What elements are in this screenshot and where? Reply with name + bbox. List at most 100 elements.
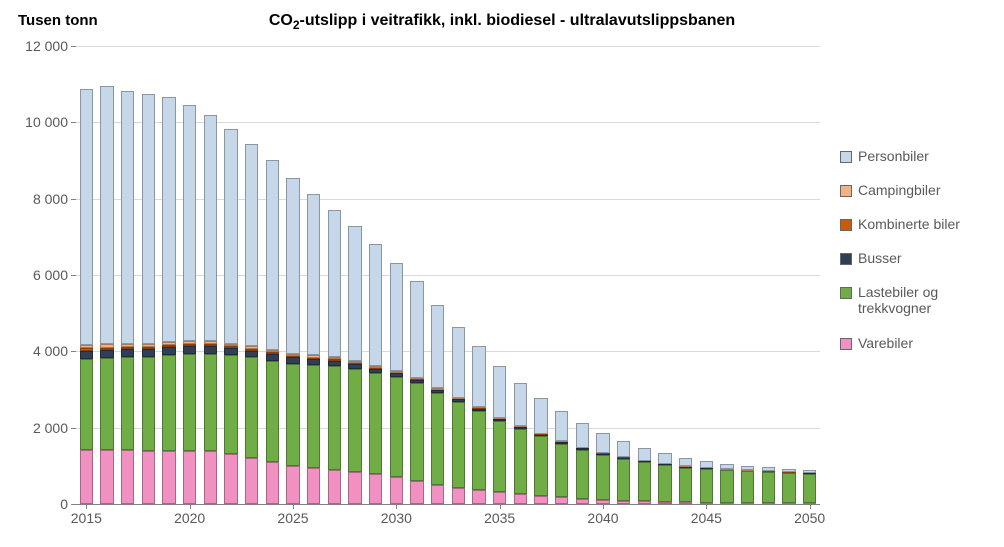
segment-varebiler (596, 500, 610, 504)
ytick-label: 8 000 (33, 191, 76, 207)
segment-busser (121, 349, 135, 357)
legend-item-kombinerte: Kombinerte biler (840, 216, 988, 232)
segment-lastebiler (534, 436, 548, 495)
bar-2041 (617, 441, 631, 504)
segment-personbiler (80, 89, 94, 345)
segment-personbiler (204, 115, 218, 341)
segment-lastebiler (472, 411, 486, 489)
segment-lastebiler (410, 383, 424, 481)
xtick-label: 2020 (174, 504, 205, 526)
segment-lastebiler (369, 373, 383, 474)
segment-lastebiler (121, 357, 135, 450)
segment-lastebiler (100, 358, 114, 450)
bar-2020 (183, 105, 197, 504)
segment-kombinerte (80, 348, 94, 350)
segment-lastebiler (514, 429, 528, 494)
legend-item-personbiler: Personbiler (840, 148, 988, 164)
bar-2040 (596, 433, 610, 504)
segment-varebiler (245, 458, 259, 504)
bar-2025 (286, 178, 300, 504)
segment-lastebiler (245, 357, 259, 458)
segment-varebiler (80, 450, 94, 504)
bar-2045 (700, 461, 714, 504)
legend-swatch (840, 151, 852, 163)
segment-personbiler (514, 383, 528, 426)
segment-busser (348, 364, 362, 369)
legend-label: Kombinerte biler (858, 216, 960, 232)
segment-campingbiler (328, 357, 342, 359)
segment-campingbiler (162, 342, 176, 345)
segment-busser (204, 346, 218, 354)
segment-lastebiler (596, 455, 610, 500)
segment-varebiler (142, 451, 156, 504)
segment-personbiler (369, 244, 383, 366)
segment-personbiler (700, 461, 714, 468)
segment-personbiler (493, 366, 507, 418)
segment-lastebiler (679, 468, 693, 503)
segment-campingbiler (266, 350, 280, 352)
segment-personbiler (555, 411, 569, 441)
segment-personbiler (142, 94, 156, 344)
bar-2019 (162, 97, 176, 504)
bar-2042 (638, 448, 652, 504)
xtick-label: 2035 (484, 504, 515, 526)
bar-2029 (369, 244, 383, 504)
segment-kombinerte (224, 346, 238, 348)
segment-lastebiler (741, 471, 755, 503)
bar-2036 (514, 383, 528, 504)
bar-2024 (266, 160, 280, 504)
legend-item-lastebiler: Lastebiler og trekkvogner (840, 284, 988, 316)
segment-kombinerte (100, 348, 114, 350)
segment-busser (534, 434, 548, 436)
segment-personbiler (307, 194, 321, 356)
ytick-label: 4 000 (33, 343, 76, 359)
ytick-label: 12 000 (25, 38, 76, 54)
legend-swatch (840, 219, 852, 231)
bar-2039 (576, 423, 590, 504)
bar-2028 (348, 226, 362, 504)
segment-kombinerte (142, 347, 156, 349)
segment-personbiler (472, 346, 486, 408)
segment-personbiler (782, 469, 796, 472)
segment-varebiler (452, 488, 466, 504)
xtick-label: 2050 (794, 504, 825, 526)
segment-personbiler (452, 327, 466, 398)
segment-varebiler (493, 492, 507, 504)
bar-2018 (142, 94, 156, 504)
segment-lastebiler (348, 369, 362, 472)
segment-lastebiler (782, 473, 796, 503)
segment-campingbiler (142, 344, 156, 347)
segment-busser (390, 373, 404, 377)
bar-2044 (679, 458, 693, 504)
segment-personbiler (679, 458, 693, 466)
bar-2037 (534, 398, 548, 504)
segment-personbiler (100, 86, 114, 344)
segment-personbiler (348, 226, 362, 361)
segment-campingbiler (307, 355, 321, 357)
segment-personbiler (121, 91, 135, 344)
segment-varebiler (183, 451, 197, 504)
segment-lastebiler (700, 469, 714, 503)
segment-varebiler (514, 494, 528, 504)
bar-2017 (121, 91, 135, 504)
bar-2048 (762, 467, 776, 504)
bar-2046 (720, 464, 734, 504)
segment-kombinerte (162, 345, 176, 347)
segment-lastebiler (80, 359, 94, 450)
segment-busser (266, 354, 280, 360)
segment-lastebiler (183, 354, 197, 451)
segment-personbiler (328, 210, 342, 357)
title-pre: CO (269, 12, 293, 29)
bar-2050 (803, 470, 817, 504)
bar-2023 (245, 144, 259, 504)
segment-lastebiler (803, 474, 817, 503)
segment-lastebiler (493, 421, 507, 492)
segment-campingbiler (183, 341, 197, 344)
segment-lastebiler (720, 470, 734, 502)
segment-lastebiler (204, 354, 218, 452)
segment-kombinerte (183, 344, 197, 346)
segment-campingbiler (121, 344, 135, 347)
legend-swatch (840, 185, 852, 197)
segment-lastebiler (431, 393, 445, 485)
segment-lastebiler (555, 444, 569, 497)
